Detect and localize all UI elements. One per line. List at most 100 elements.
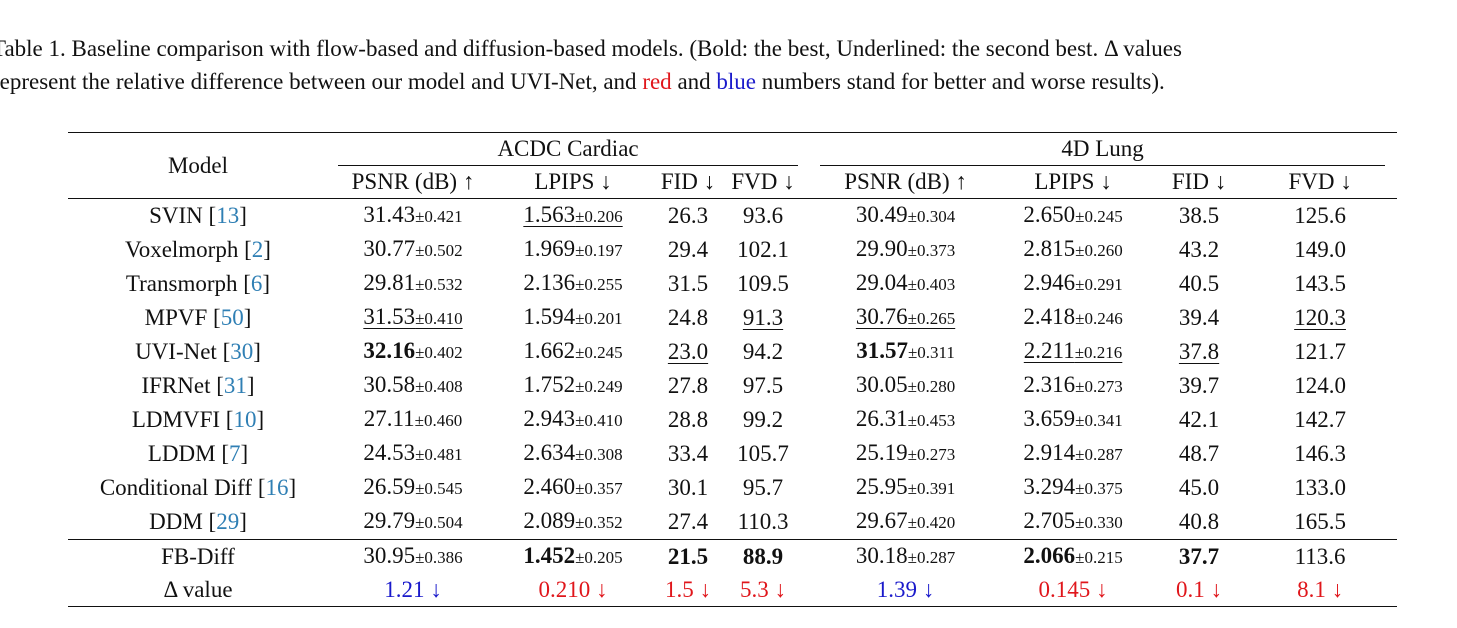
value-text: 0.1 ↓: [1176, 577, 1223, 602]
table-cell: 88.9: [728, 539, 799, 574]
value-text: 1.452: [523, 543, 576, 568]
table-cell: 2.943±0.410: [498, 403, 648, 437]
citation-link[interactable]: 30: [230, 339, 254, 364]
value-text: 105.7: [737, 441, 789, 466]
table-cell: 24.8: [648, 301, 728, 335]
cell-value: 120.3: [1294, 305, 1346, 330]
value-text: 23.0: [667, 339, 709, 364]
table-cell: 30.1: [648, 471, 728, 505]
value-text: 30.77: [363, 236, 416, 261]
model-name-text: Transmorph: [125, 271, 238, 296]
citation-link[interactable]: 16: [265, 475, 289, 500]
std-text: ±0.373: [907, 241, 956, 260]
std-text: ±0.246: [1075, 309, 1123, 328]
citation-link[interactable]: 31: [223, 373, 247, 398]
table-cell: 2.460±0.357: [498, 471, 648, 505]
table-cell: 110.3: [728, 505, 798, 540]
value-text: 99.2: [742, 407, 784, 432]
citation-link[interactable]: 2: [251, 237, 264, 262]
table-cell: 91.3: [728, 301, 798, 335]
value-text: 2.943: [523, 406, 576, 431]
model-name-text: Voxelmorph: [125, 237, 239, 262]
std-text: ±0.291: [1075, 275, 1123, 294]
cell-value: 105.7: [737, 441, 789, 466]
value-text: 30.1: [667, 475, 709, 500]
value-text: 30.58: [363, 372, 416, 397]
cell-value: 143.5: [1294, 271, 1346, 296]
value-text: 110.3: [737, 509, 789, 534]
value-text: 142.7: [1294, 407, 1346, 432]
value-text: 32.16: [363, 338, 416, 363]
std-text: ±0.249: [575, 377, 623, 396]
table-cell: 2.089±0.352: [498, 505, 648, 540]
citation-link[interactable]: 10: [233, 407, 257, 432]
value-text: 26.3: [667, 203, 709, 228]
cell-value: 91.3: [743, 305, 783, 330]
std-text: ±0.304: [907, 207, 956, 226]
model-name-text: Δ value: [163, 577, 233, 602]
cell-value: 42.1: [1179, 407, 1219, 432]
metric-header: FVD ↓: [728, 166, 799, 199]
model-name-text: LDDM: [147, 441, 216, 466]
value-text: 8.1 ↓: [1297, 577, 1344, 602]
value-text: 31.53: [363, 304, 416, 329]
model-name-text: DDM: [149, 509, 203, 534]
std-text: ±0.255: [575, 275, 623, 294]
table-cell: 120.3: [1243, 301, 1397, 335]
std-text: ±0.197: [575, 241, 623, 260]
table-cell: 102.1: [728, 233, 798, 267]
table-cell: 37.8: [1155, 335, 1243, 369]
cell-value: 2.460±0.357: [523, 474, 622, 499]
table-cell: 31.53±0.410: [328, 301, 498, 335]
citation-link[interactable]: 6: [250, 271, 263, 296]
metric-header: PSNR (dB) ↑: [820, 166, 992, 199]
std-text: ±0.273: [907, 445, 956, 464]
table-cell: 21.5: [648, 539, 728, 574]
cell-value: 1.5 ↓: [665, 577, 711, 602]
table-cell: 40.5: [1155, 267, 1243, 301]
citation-link[interactable]: 7: [228, 441, 241, 466]
model-name: SVIN [13]: [149, 203, 247, 228]
value-text: 2.460: [523, 474, 576, 499]
cell-value: 28.8: [668, 407, 708, 432]
table-row: Conditional Diff [16] 26.59±0.545 2.460±0.…: [68, 471, 1397, 505]
cell-value: 39.7: [1179, 373, 1219, 398]
table-cell: 149.0: [1243, 233, 1397, 267]
model-name-text: FB-Diff: [161, 544, 235, 569]
value-text: 2.136: [523, 270, 576, 295]
std-text: ±0.408: [415, 377, 463, 396]
cell-value: 2.089±0.352: [523, 508, 622, 533]
table-cell: 0.210 ↓: [498, 574, 648, 607]
value-text: 2.705: [1023, 508, 1076, 533]
cell-value: 31.57±0.311: [856, 338, 955, 363]
cell-value: 27.11±0.460: [364, 406, 463, 431]
std-text: ±0.206: [575, 207, 623, 226]
value-text: 25.19: [855, 440, 908, 465]
table-cell: 30.58±0.408: [328, 369, 498, 403]
value-text: 109.5: [737, 271, 789, 296]
value-text: 5.3 ↓: [740, 577, 787, 602]
value-text: 2.946: [1023, 270, 1076, 295]
value-text: 88.9: [742, 544, 784, 569]
value-text: 1.752: [523, 372, 576, 397]
std-text: ±0.352: [575, 513, 623, 532]
table-cell: 31.57±0.311: [820, 335, 991, 369]
value-text: 1.662: [523, 338, 576, 363]
cell-value: 30.95±0.386: [363, 543, 462, 568]
value-text: 29.04: [855, 270, 908, 295]
value-text: 37.8: [1178, 339, 1220, 364]
std-text: ±0.386: [415, 548, 463, 567]
value-text: 2.211: [1023, 338, 1075, 363]
table-cell: 95.7: [728, 471, 798, 505]
value-text: 30.76: [855, 304, 908, 329]
table-cell: 2.316±0.273: [991, 369, 1155, 403]
cell-value: 29.90±0.373: [856, 236, 955, 261]
cell-value: 2.650±0.245: [1023, 202, 1122, 227]
cell-value: 2.914±0.287: [1023, 440, 1122, 465]
citation-link[interactable]: 50: [220, 305, 244, 330]
value-text: 1.969: [523, 236, 576, 261]
citation-link[interactable]: 29: [216, 509, 240, 534]
cell-value: 33.4: [668, 441, 708, 466]
citation-link[interactable]: 13: [216, 203, 240, 228]
table-cell: 40.8: [1155, 505, 1243, 540]
